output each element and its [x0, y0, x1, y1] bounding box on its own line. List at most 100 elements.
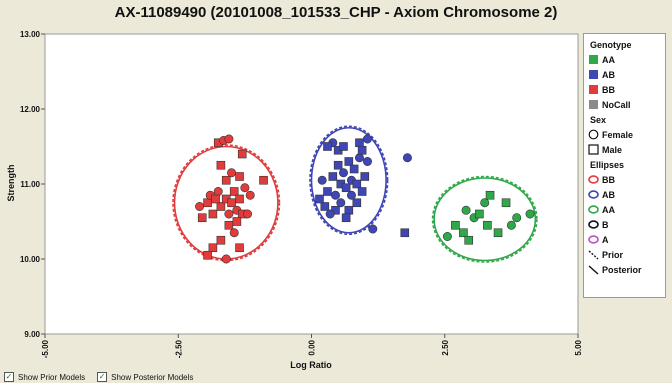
point-aa-2: [459, 228, 468, 238]
point-ab-8: [344, 157, 354, 166]
legend-ellipse-ab-label: AB: [602, 189, 615, 200]
point-aa-14: [461, 205, 471, 215]
point-aa-11: [506, 220, 516, 230]
point-ab-32: [315, 194, 324, 204]
point-bb-3: [213, 187, 223, 197]
legend-line-posterior-label: Posterior: [602, 264, 642, 275]
points-layer: [195, 134, 535, 264]
point-ab-10: [349, 164, 359, 174]
point-ab-20: [355, 138, 364, 148]
point-bb-32: [232, 217, 242, 226]
legend-ellipse-aa: AA: [588, 202, 661, 217]
ellipse-prior-AA: [431, 175, 538, 263]
point-ab-4: [333, 160, 343, 170]
point-ab-27: [341, 213, 351, 223]
point-ab-6: [338, 168, 348, 178]
point-aa-7: [483, 220, 492, 230]
legend-ellipse-bb: BB: [588, 172, 661, 187]
point-ab-30: [400, 228, 410, 238]
ellipse-posterior-AA: [433, 177, 537, 262]
point-ab-22: [320, 202, 330, 211]
legend-sex-male-label: Male: [602, 144, 623, 155]
point-bb-15: [216, 160, 226, 170]
legend-ellipse-ab: AB: [588, 187, 661, 202]
legend-line-posterior: Posterior: [588, 262, 661, 277]
point-bb-14: [227, 168, 237, 178]
point-ab-11: [352, 179, 362, 189]
legend-sex-male: Male: [588, 142, 661, 157]
legend-genotype-aa: AA: [588, 52, 661, 67]
point-ab-3: [330, 190, 340, 200]
legend-genotype-ab-label: AB: [602, 69, 615, 80]
point-ab-29: [368, 224, 378, 234]
legend-ellipses-list: BB AB AA B A: [588, 172, 661, 247]
ellipse-posterior-AB: [310, 126, 387, 234]
point-bb-29: [235, 243, 244, 253]
point-aa-9: [493, 228, 503, 238]
legend-ellipse-a-label: A: [602, 234, 609, 245]
point-bb-1: [195, 202, 205, 212]
point-ab-21: [362, 134, 372, 144]
y-tick-label: 9.00: [24, 330, 40, 339]
point-bb-21: [259, 175, 268, 185]
axes-layer: 9.00 10.00 11.00 12.00 13.00 -5.00 -2.50 0.00 2.…: [20, 30, 583, 358]
y-tick-label: 10.00: [20, 255, 41, 264]
y-tick-label: 13.00: [20, 30, 41, 39]
show-prior-models-label: Show Prior Models: [18, 372, 86, 382]
point-bb-31: [211, 194, 220, 204]
point-aa-3: [464, 235, 474, 245]
point-aa-8: [485, 190, 495, 200]
legend-ellipse-b: B: [588, 217, 661, 232]
point-aa-0: [442, 232, 452, 242]
show-posterior-models-label: Show Posterior Models: [111, 372, 194, 382]
point-ab-12: [354, 153, 364, 163]
show-prior-models-checkbox[interactable]: ✓ Show Prior Models: [4, 372, 85, 382]
x-axis-label: Log Ratio: [290, 360, 332, 370]
legend-sex-title: Sex: [590, 115, 607, 125]
point-bb-16: [235, 172, 244, 181]
point-ab-25: [344, 205, 354, 215]
legend-sex-female: Female: [588, 127, 661, 142]
point-ab-1: [323, 187, 332, 196]
ellipses-layer: [172, 125, 538, 263]
point-aa-13: [525, 209, 535, 219]
point-bb-0: [203, 198, 212, 208]
point-bb-25: [216, 235, 226, 245]
point-bb-23: [224, 220, 234, 230]
checkbox-checked-icon[interactable]: ✓: [4, 372, 14, 382]
point-ab-15: [362, 157, 372, 167]
x-tick-label: 5.00: [574, 339, 583, 355]
legend-ellipse-a: A: [588, 232, 661, 247]
legend-panel: Genotype AA AB BB NoCall Sex Female Male Ell…: [583, 33, 666, 298]
checkbox-checked-icon[interactable]: ✓: [97, 372, 108, 382]
chart-title: AX-11089490 (20101008_101533_CHP - Axiom…: [114, 4, 558, 21]
point-ab-14: [360, 172, 370, 181]
point-bb-4: [216, 202, 226, 211]
point-ab-2: [328, 172, 338, 181]
point-ab-28: [325, 209, 335, 219]
point-bb-24: [229, 228, 239, 238]
point-ab-18: [323, 142, 332, 151]
legend-ellipse-b-label: B: [602, 219, 609, 230]
x-tick-label: 2.50: [441, 339, 450, 355]
legend-ellipse-aa-label: AA: [602, 204, 615, 215]
legend-genotype-bb: BB: [588, 82, 661, 97]
point-ab-7: [341, 183, 351, 193]
point-ab-34: [346, 190, 356, 200]
point-ab-33: [357, 187, 367, 196]
ellipse-prior-AB: [309, 125, 389, 236]
point-bb-12: [240, 183, 250, 193]
point-ab-26: [352, 198, 362, 208]
point-aa-6: [480, 198, 490, 208]
show-posterior-models-checkbox[interactable]: ✓ Show Posterior Models: [97, 372, 193, 382]
legend-ellipse-bb-label: BB: [602, 174, 615, 185]
point-bb-2: [208, 209, 218, 219]
point-ab-19: [339, 142, 348, 151]
point-bb-34: [245, 190, 255, 200]
legend-sex-female-label: Female: [602, 129, 634, 140]
y-tick-label: 12.00: [20, 105, 41, 114]
legend-genotype-title: Genotype: [590, 40, 632, 50]
legend-ellipses-title: Ellipses: [590, 160, 625, 170]
footer-options: ✓ Show Prior Models ✓ Show Posterior Mod…: [4, 372, 193, 382]
point-bb-33: [197, 213, 207, 223]
